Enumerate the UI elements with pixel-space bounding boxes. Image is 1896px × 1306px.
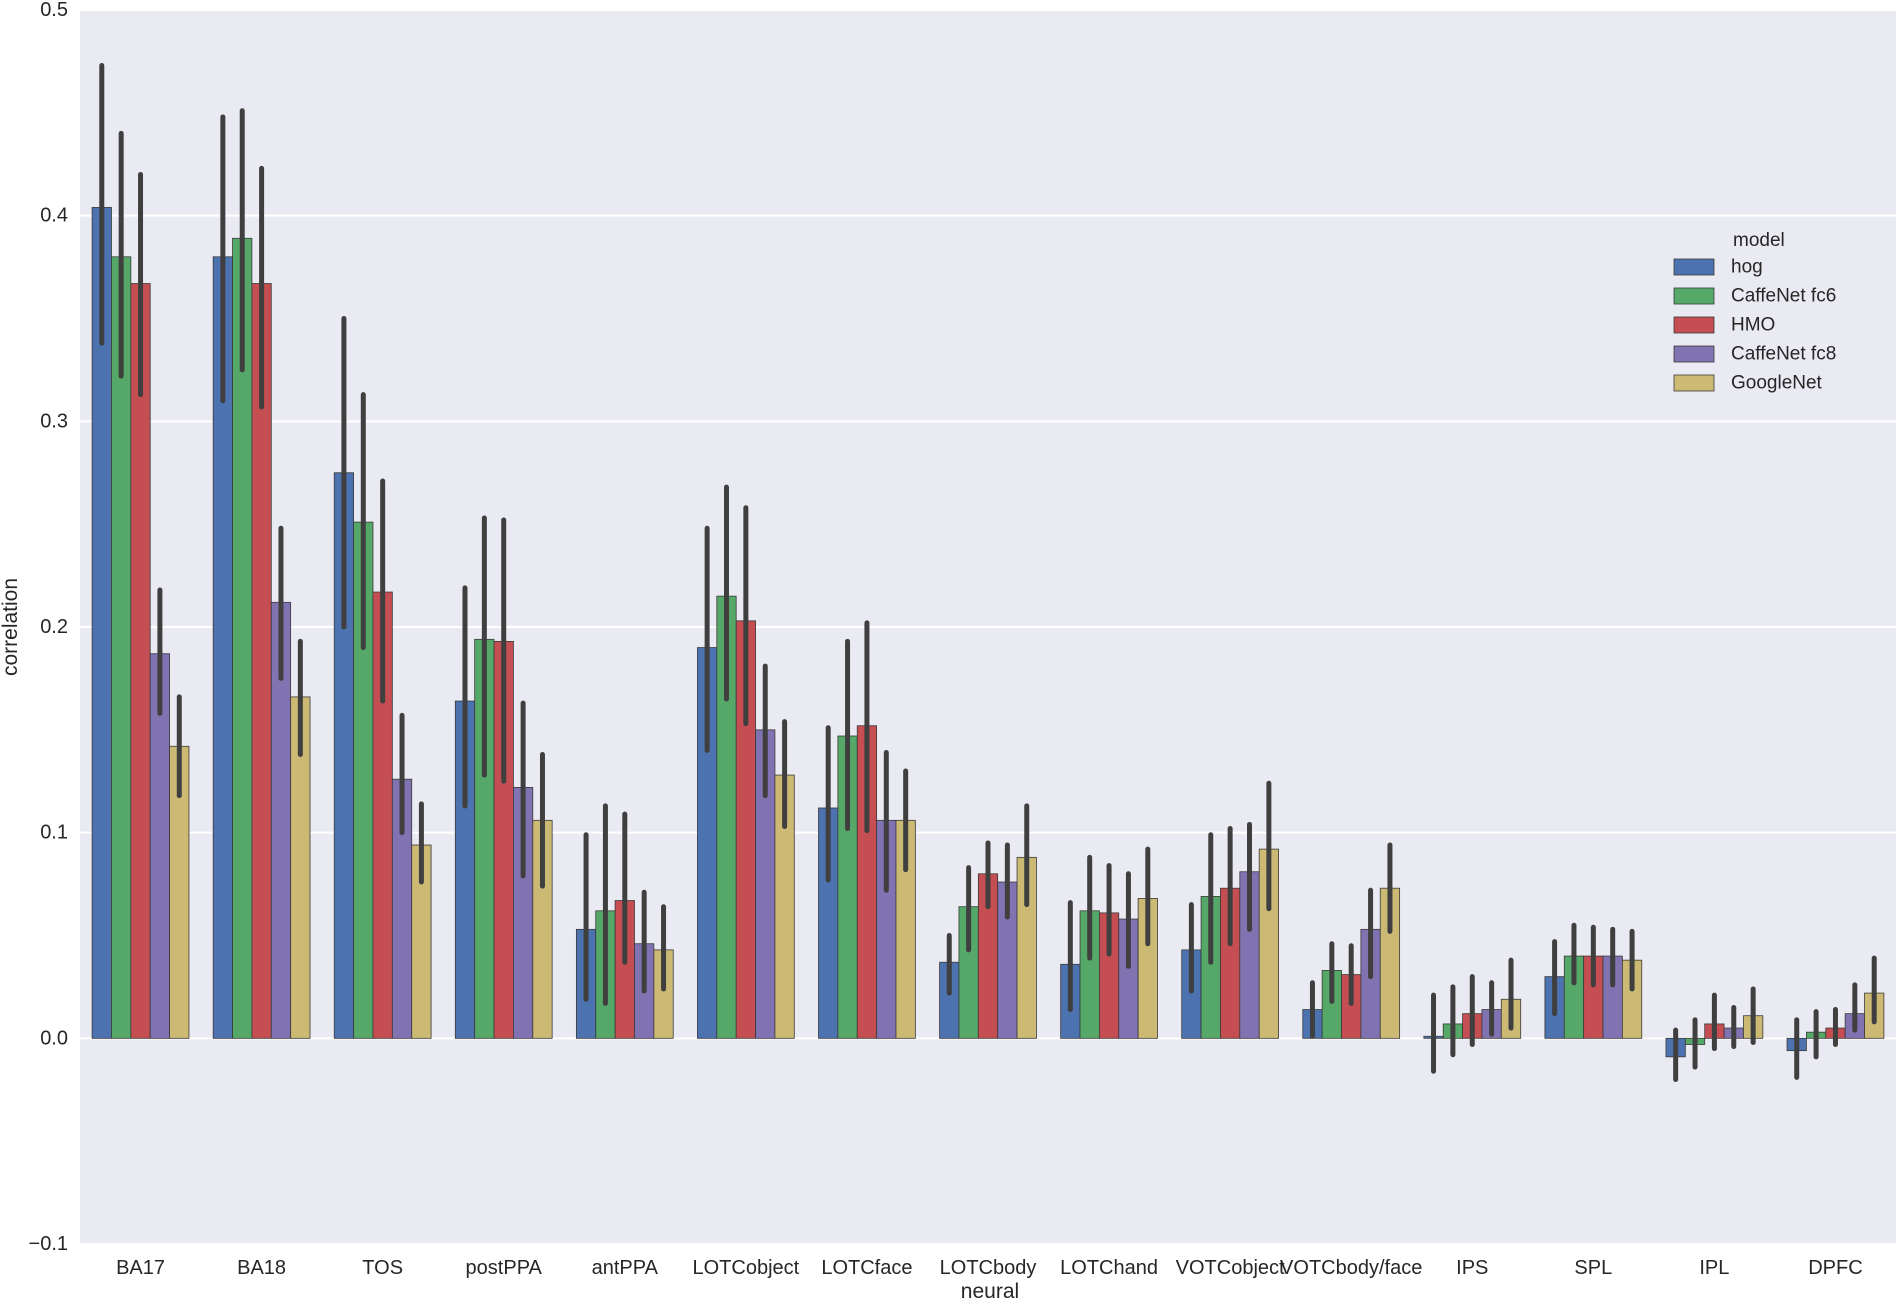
x-tick-label: LOTCbody [940, 1257, 1037, 1279]
x-tick-label: BA17 [116, 1257, 165, 1279]
legend-swatch [1673, 345, 1715, 363]
x-tick-label: antPPA [592, 1257, 659, 1279]
legend-label: GoogleNet [1731, 373, 1823, 394]
legend-label: CaffeNet fc6 [1731, 286, 1836, 307]
y-tick-label: 0.3 [40, 410, 68, 432]
x-tick-label: IPS [1456, 1257, 1488, 1279]
legend-label: hog [1731, 257, 1763, 278]
y-tick-label: 0.5 [40, 0, 68, 21]
legend: model hog CaffeNet fc6 HMO CaffeNet fc8 Goog… [1673, 230, 1836, 394]
x-tick-label: DPFC [1808, 1257, 1862, 1279]
x-axis-label: neural [961, 1280, 1019, 1303]
y-tick-label: 0.2 [40, 616, 68, 638]
x-tick-label: SPL [1574, 1257, 1612, 1279]
x-tick-label: VOTCbody/face [1280, 1257, 1422, 1279]
y-tick-label: −0.1 [29, 1233, 68, 1255]
x-tick-label: LOTCface [821, 1257, 912, 1279]
x-tick-label: TOS [362, 1257, 403, 1279]
x-axis-ticks: BA17 BA18 TOS postPPA antPPA LOTCobject LOTCfa… [116, 1257, 1863, 1279]
x-tick-label: postPPA [466, 1257, 543, 1279]
x-tick-label: IPL [1699, 1257, 1729, 1279]
legend-swatch [1673, 316, 1715, 334]
x-tick-label: VOTCobject [1176, 1257, 1285, 1279]
legend-title: model [1733, 230, 1785, 251]
legend-swatch [1673, 287, 1715, 305]
y-tick-label: 0.0 [40, 1027, 68, 1049]
y-axis-label: correlation [0, 578, 22, 676]
x-tick-label: LOTChand [1060, 1257, 1158, 1279]
bars [91, 207, 1885, 1058]
y-tick-label: 0.1 [40, 822, 68, 844]
y-tick-label: 0.4 [40, 205, 68, 227]
legend-label: CaffeNet fc8 [1731, 344, 1836, 365]
error-bars [99, 63, 1877, 1082]
y-axis-ticks: −0.1 0.0 0.1 0.2 0.3 0.4 0.5 [29, 0, 68, 1255]
x-tick-label: LOTCobject [693, 1257, 800, 1279]
x-tick-label: BA18 [237, 1257, 286, 1279]
legend-swatch [1673, 374, 1715, 392]
legend-label: HMO [1731, 315, 1775, 336]
legend-swatch [1673, 258, 1715, 276]
